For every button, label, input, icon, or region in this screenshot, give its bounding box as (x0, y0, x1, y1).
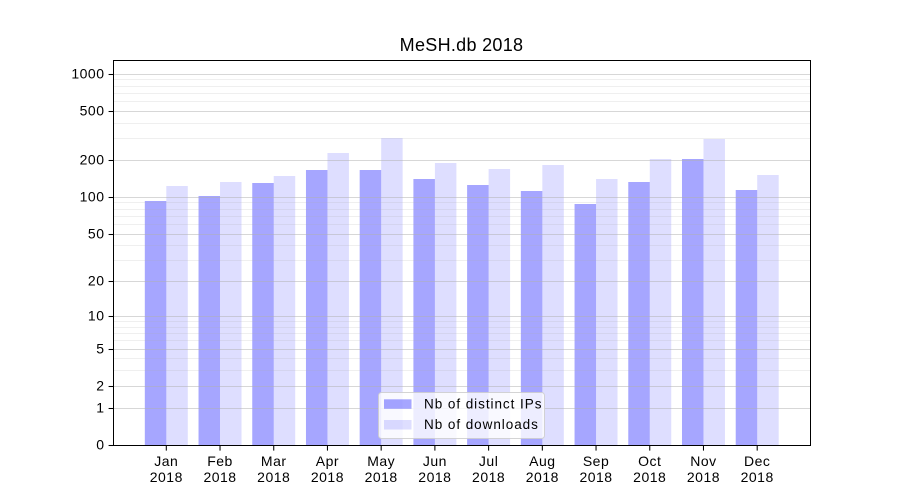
svg-text:Nb of downloads: Nb of downloads (424, 417, 539, 432)
svg-text:500: 500 (80, 103, 105, 119)
svg-text:1000: 1000 (71, 66, 104, 82)
svg-text:Jun: Jun (423, 453, 447, 469)
svg-text:2018: 2018 (633, 469, 666, 485)
svg-text:2018: 2018 (150, 469, 183, 485)
svg-text:2018: 2018 (311, 469, 344, 485)
svg-text:Oct: Oct (638, 453, 661, 469)
svg-text:2018: 2018 (687, 469, 720, 485)
svg-text:Feb: Feb (207, 453, 233, 469)
svg-text:5: 5 (96, 341, 104, 357)
svg-text:2: 2 (96, 378, 104, 394)
svg-text:50: 50 (88, 226, 105, 242)
svg-text:Nb of distinct IPs: Nb of distinct IPs (424, 397, 542, 412)
svg-text:2018: 2018 (741, 469, 774, 485)
svg-text:0: 0 (96, 437, 104, 453)
svg-text:MeSH.db 2018: MeSH.db 2018 (400, 35, 524, 55)
svg-text:Sep: Sep (583, 453, 609, 469)
svg-text:2018: 2018 (365, 469, 398, 485)
svg-text:100: 100 (80, 189, 105, 205)
svg-text:2018: 2018 (526, 469, 559, 485)
svg-text:Jan: Jan (154, 453, 178, 469)
svg-text:Nov: Nov (690, 453, 716, 469)
svg-text:May: May (367, 453, 395, 469)
svg-text:200: 200 (80, 152, 105, 168)
svg-text:20: 20 (88, 273, 105, 289)
svg-text:2018: 2018 (472, 469, 505, 485)
svg-text:1: 1 (96, 400, 104, 416)
svg-text:Jul: Jul (479, 453, 498, 469)
svg-text:Aug: Aug (529, 453, 555, 469)
svg-text:10: 10 (88, 308, 105, 324)
svg-text:2018: 2018 (203, 469, 236, 485)
svg-text:2018: 2018 (418, 469, 451, 485)
svg-text:Mar: Mar (261, 453, 287, 469)
svg-text:2018: 2018 (257, 469, 290, 485)
svg-text:Apr: Apr (316, 453, 339, 469)
svg-text:2018: 2018 (579, 469, 612, 485)
svg-text:Dec: Dec (744, 453, 770, 469)
